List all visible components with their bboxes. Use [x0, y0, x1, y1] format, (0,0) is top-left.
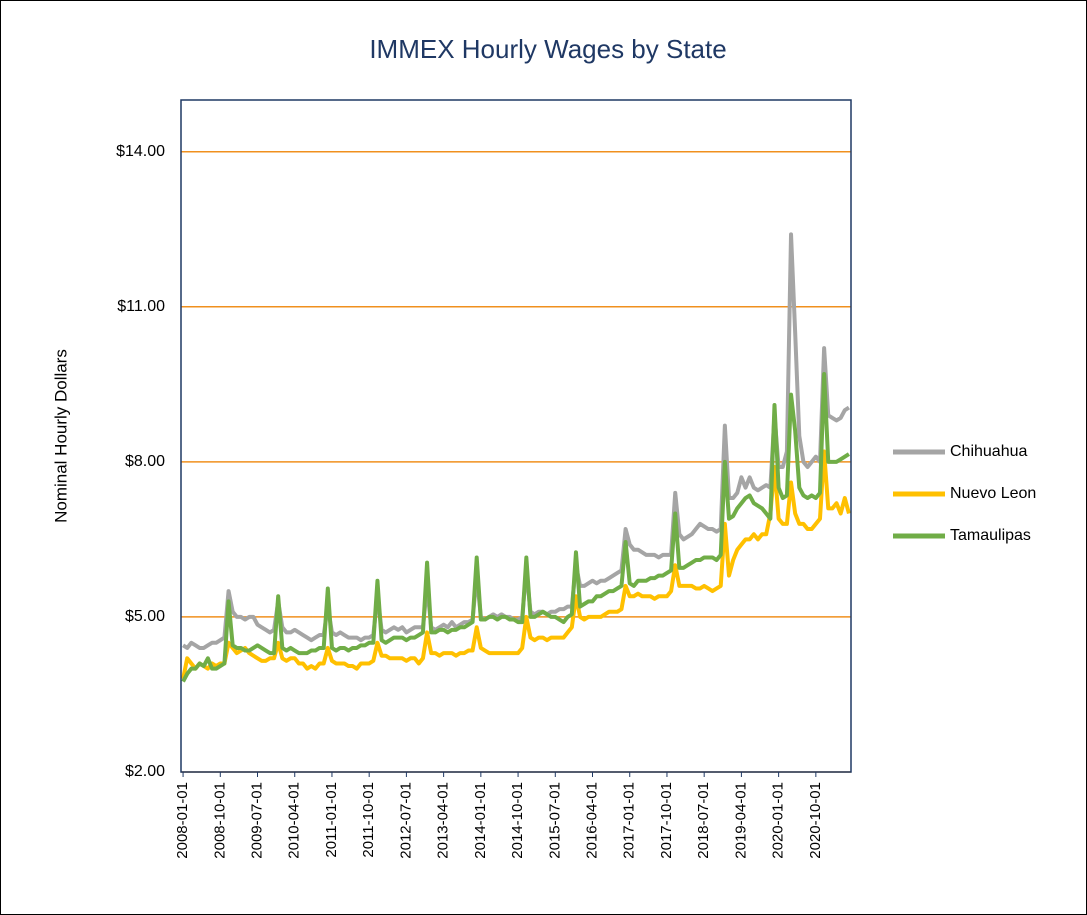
plot-lines — [181, 232, 851, 683]
x-tick-label: 2008-10-01 — [211, 782, 228, 859]
series-line — [181, 371, 850, 683]
y-tick-label: $14.00 — [116, 143, 165, 160]
x-tick-label: 2014-10-01 — [509, 782, 526, 859]
chart-title: IMMEX Hourly Wages by State — [369, 34, 726, 64]
x-tick-label: 2018-07-01 — [695, 782, 712, 859]
legend-label: Nuevo Leon — [950, 485, 1036, 502]
y-tick-label: $11.00 — [117, 298, 165, 315]
x-tick-label: 2014-01-01 — [472, 782, 489, 859]
y-axis-title: Nominal Hourly Dollars — [51, 349, 70, 523]
y-tick-label: $2.00 — [125, 763, 165, 780]
x-tick-label: 2012-07-01 — [397, 782, 414, 859]
x-tick-label: 2011-10-01 — [360, 782, 377, 858]
series-line — [181, 449, 851, 680]
x-tick-label: 2011-01-01 — [323, 782, 340, 858]
x-tick-label: 2020-10-01 — [807, 782, 824, 859]
x-tick-label: 2010-04-01 — [286, 782, 303, 859]
x-tick-label: 2017-10-01 — [658, 782, 675, 859]
x-tick-label: 2019-04-01 — [732, 782, 749, 859]
x-tick-label: 2017-01-01 — [621, 782, 638, 859]
legend-label: Tamaulipas — [950, 527, 1031, 544]
y-tick-label: $5.00 — [125, 608, 165, 625]
x-tick-label: 2016-04-01 — [583, 782, 600, 859]
x-tick-label: 2020-01-01 — [770, 782, 787, 859]
plot-frame — [180, 99, 852, 773]
x-tick-label: 2009-07-01 — [248, 782, 265, 859]
x-tick-label: 2015-07-01 — [546, 782, 563, 859]
y-tick-label: $8.00 — [125, 453, 165, 470]
x-tick-label: 2013-04-01 — [435, 782, 452, 859]
legend-label: Chihuahua — [950, 443, 1028, 460]
x-tick-label: 2008-01-01 — [174, 782, 191, 859]
